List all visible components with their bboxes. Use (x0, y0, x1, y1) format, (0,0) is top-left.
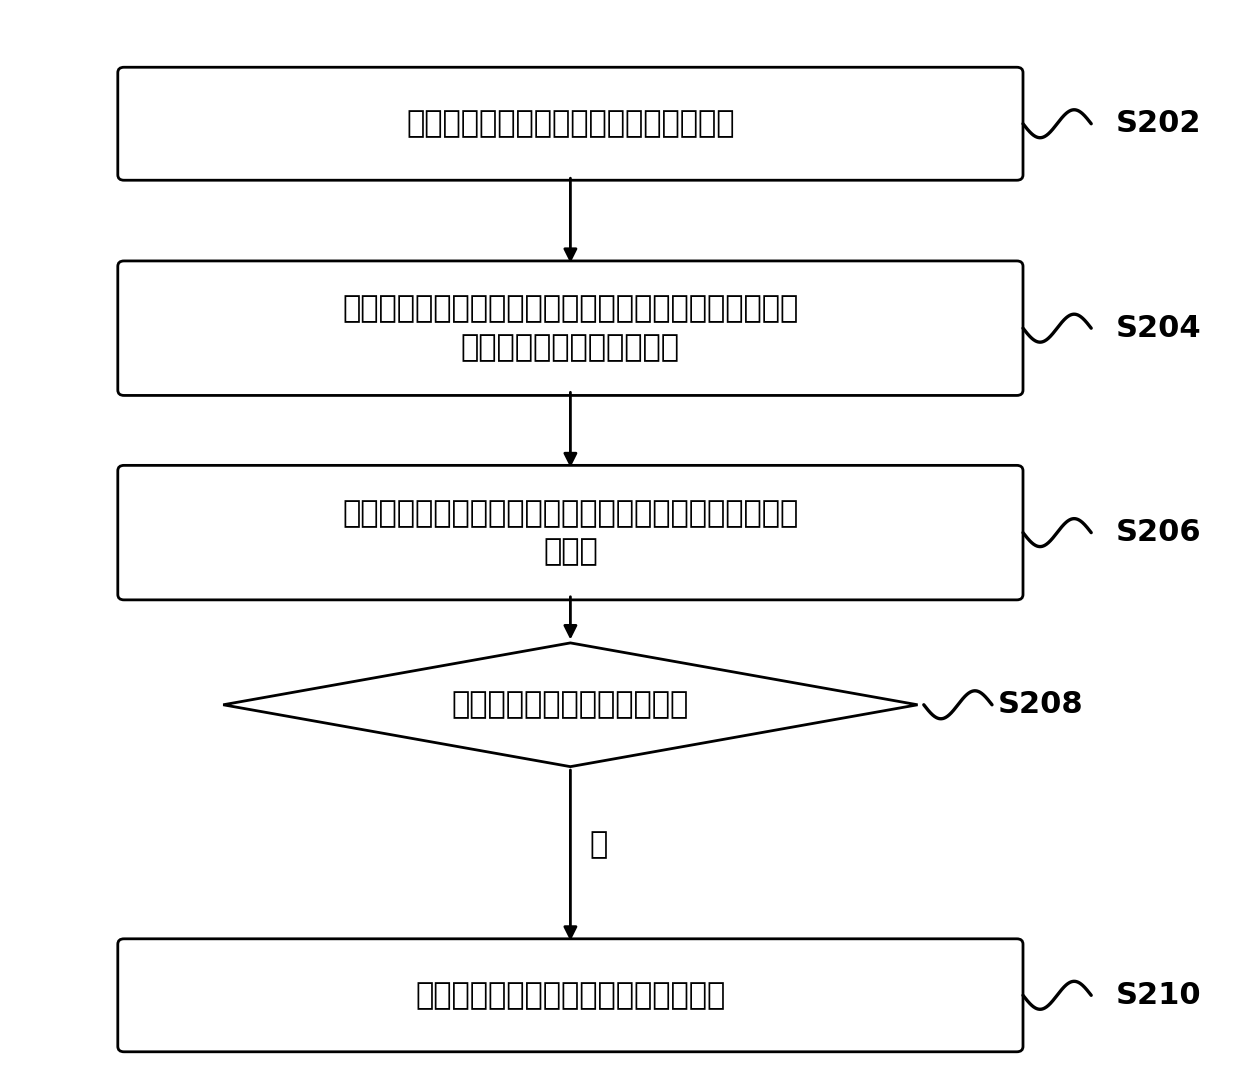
FancyBboxPatch shape (118, 465, 1023, 600)
Text: S208: S208 (998, 691, 1084, 719)
Text: 否: 否 (589, 831, 608, 859)
Text: S202: S202 (1116, 110, 1202, 138)
Text: S204: S204 (1116, 314, 1202, 342)
Polygon shape (223, 643, 918, 766)
Text: 获取箱体装配线上传输的箱体的型号信息: 获取箱体装配线上传输的箱体的型号信息 (407, 110, 734, 138)
FancyBboxPatch shape (118, 67, 1023, 181)
Text: S210: S210 (1116, 981, 1202, 1009)
FancyBboxPatch shape (118, 938, 1023, 1052)
Text: 则提示所述压机总成与所述箱体不匹配: 则提示所述压机总成与所述箱体不匹配 (415, 981, 725, 1009)
Text: 应有部件信息与实物信息一致: 应有部件信息与实物信息一致 (451, 691, 689, 719)
Text: S206: S206 (1116, 519, 1202, 547)
Text: 分别获取压机总成装配线上传输的压机总成的各部件的实
物信息: 分别获取压机总成装配线上传输的压机总成的各部件的实 物信息 (342, 499, 799, 566)
FancyBboxPatch shape (118, 261, 1023, 396)
Text: 根据型号信息确定对应的压机总成的类型，并确定该类压
机总成对应的应有部件信息: 根据型号信息确定对应的压机总成的类型，并确定该类压 机总成对应的应有部件信息 (342, 295, 799, 362)
